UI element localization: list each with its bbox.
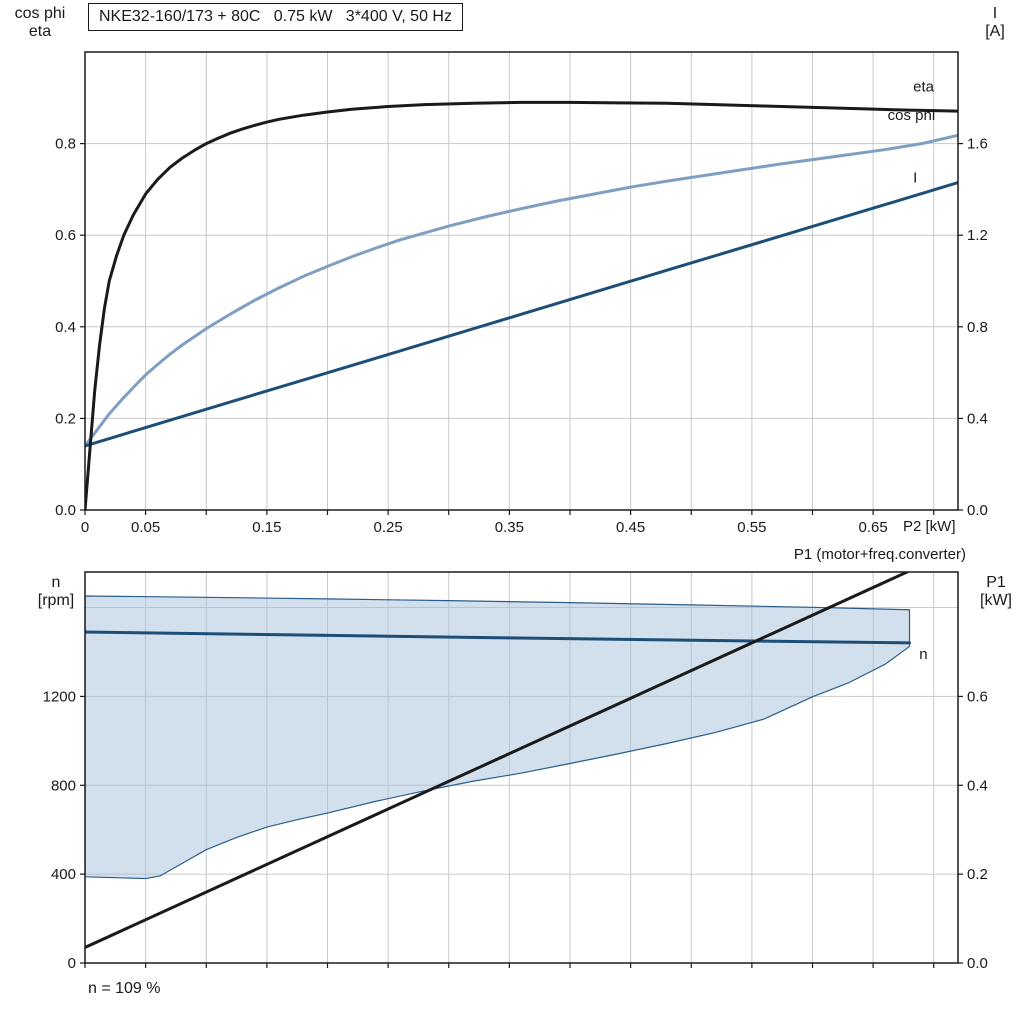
svg-text:1200: 1200 xyxy=(43,688,76,705)
bottom-right-axis-label: P1 [kW] xyxy=(970,574,1022,610)
speed-axis-text: n xyxy=(51,574,61,591)
svg-text:0.05: 0.05 xyxy=(131,519,160,536)
svg-text:0.15: 0.15 xyxy=(252,519,281,536)
top-chart-tick-labels: 0 0.05 0.15 0.25 0.35 0.45 0.55 0.65 0.0 0.2 0.4 0.… xyxy=(55,136,988,536)
svg-text:0.55: 0.55 xyxy=(737,519,766,536)
svg-text:0.65: 0.65 xyxy=(859,519,888,536)
speed-note: n = 109 % xyxy=(88,980,161,997)
svg-text:0.0: 0.0 xyxy=(967,955,988,972)
bottom-chart-ticks xyxy=(80,695,963,968)
svg-text:800: 800 xyxy=(51,777,76,794)
svg-text:0.8: 0.8 xyxy=(967,319,988,336)
svg-text:0.6: 0.6 xyxy=(967,688,988,705)
svg-text:0.2: 0.2 xyxy=(967,866,988,883)
svg-text:400: 400 xyxy=(51,866,76,883)
top-chart-ticks xyxy=(80,143,963,515)
svg-text:0.4: 0.4 xyxy=(55,319,76,336)
svg-text:0: 0 xyxy=(68,955,76,972)
bottom-left-axis-label: n [rpm] xyxy=(30,574,82,610)
current-axis-text: I xyxy=(992,5,998,22)
svg-text:0: 0 xyxy=(81,519,89,536)
curve-cos-phi xyxy=(85,133,958,448)
top-chart-border xyxy=(84,51,959,511)
svg-text:0.0: 0.0 xyxy=(55,502,76,519)
bottom-chart-border xyxy=(84,571,959,964)
top-chart-gridlines xyxy=(85,52,958,510)
curve-n xyxy=(85,630,911,645)
curve-label-cos-phi: cos phi xyxy=(888,107,936,124)
curve-label-I: I xyxy=(913,169,917,186)
svg-text:0.8: 0.8 xyxy=(55,136,76,153)
ampere-unit-text: [A] xyxy=(985,23,1005,40)
chart-title-box: NKE32-160/173 + 80C 0.75 kW 3*400 V, 50 … xyxy=(88,3,463,31)
curve-label-eta: eta xyxy=(913,78,935,95)
p1-annotation: P1 (motor+freq.converter) xyxy=(793,546,966,563)
svg-text:0.35: 0.35 xyxy=(495,519,524,536)
curve-I xyxy=(85,181,958,448)
x-axis-unit-label: P2 [kW] xyxy=(903,518,956,535)
svg-text:0.4: 0.4 xyxy=(967,777,988,794)
svg-text:0.25: 0.25 xyxy=(374,519,403,536)
kw-unit-text: [kW] xyxy=(980,592,1012,609)
svg-text:0.2: 0.2 xyxy=(55,410,76,427)
svg-text:1.6: 1.6 xyxy=(967,136,988,153)
svg-text:0.4: 0.4 xyxy=(967,410,988,427)
eta-axis-text: eta xyxy=(28,23,52,40)
cos-phi-axis-text: cos phi xyxy=(14,5,66,22)
top-left-axis-label: cos phi eta xyxy=(8,5,72,41)
svg-text:1.2: 1.2 xyxy=(967,227,988,244)
p1-axis-text: P1 xyxy=(986,574,1006,591)
svg-text:0.0: 0.0 xyxy=(967,502,988,519)
top-right-axis-label: I [A] xyxy=(972,5,1018,41)
curve-P1 xyxy=(85,572,909,949)
rpm-unit-text: [rpm] xyxy=(37,592,75,609)
svg-text:0.6: 0.6 xyxy=(55,227,76,244)
curve-label-n: n xyxy=(919,646,927,663)
bottom-chart-tick-labels: 0 400 800 1200 0.0 0.2 0.4 0.6 xyxy=(43,688,988,972)
curve-eta xyxy=(85,100,958,510)
svg-text:0.45: 0.45 xyxy=(616,519,645,536)
